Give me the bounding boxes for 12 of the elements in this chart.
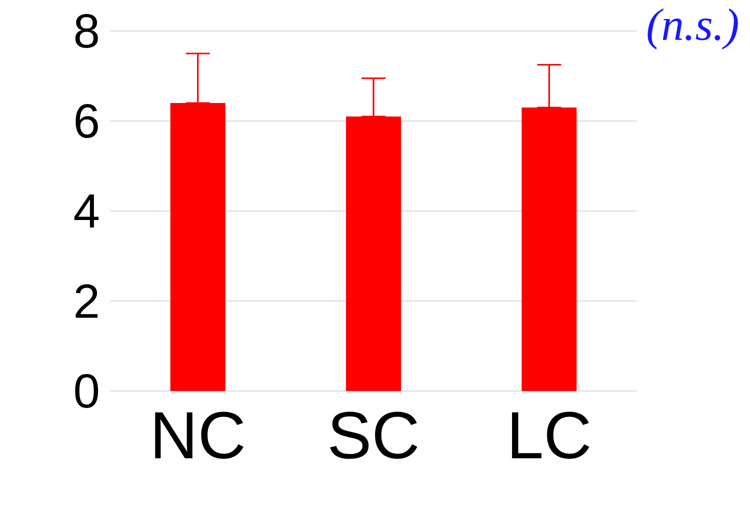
y-tick-label: 8 [75, 14, 98, 48]
y-tick-label: 6 [76, 104, 98, 138]
x-tick-label: SC [330, 412, 418, 459]
bar [170, 102, 226, 391]
bar [346, 116, 401, 391]
y-tick-label: 0 [75, 374, 98, 408]
text: (n.s.) [648, 8, 738, 50]
bar [522, 107, 577, 391]
y-tick-label: 4 [74, 194, 99, 228]
x-tick-label: LC [512, 412, 590, 459]
y-tick-label: 2 [76, 284, 98, 318]
x-tick-label: NC [155, 412, 244, 459]
